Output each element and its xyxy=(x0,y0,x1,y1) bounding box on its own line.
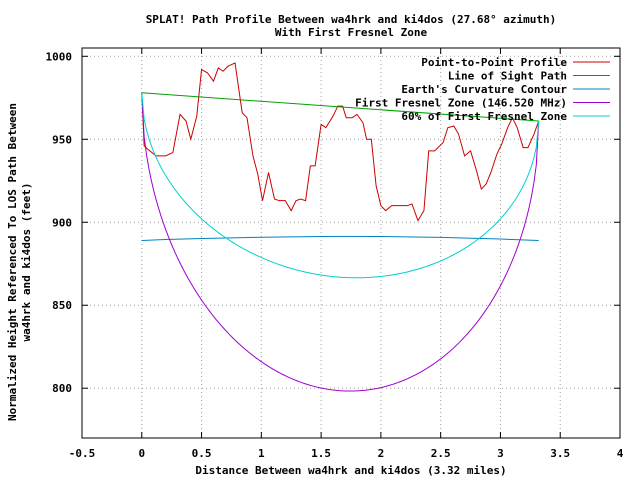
y-tick-label: 900 xyxy=(52,216,72,229)
x-tick-label: -0.5 xyxy=(69,447,96,460)
legend-label: Point-to-Point Profile xyxy=(421,56,567,69)
series-line-5 xyxy=(141,92,540,279)
x-tick-label: 1 xyxy=(258,447,265,460)
x-tick-label: 2.5 xyxy=(431,447,451,460)
series-line-4 xyxy=(141,92,540,392)
y-tick-label: 950 xyxy=(52,133,72,146)
x-tick-label: 1.5 xyxy=(311,447,331,460)
y-axis-label-line1: Normalized Height Referenced To LOS Path… xyxy=(6,103,19,421)
x-tick-label: 0 xyxy=(138,447,145,460)
y-tick-label: 1000 xyxy=(46,50,73,63)
chart-title: SPLAT! Path Profile Between wa4hrk and k… xyxy=(146,13,557,26)
x-tick-label: 2 xyxy=(378,447,385,460)
legend-label: Line of Sight Path xyxy=(448,70,567,83)
chart-subtitle: With First Fresnel Zone xyxy=(275,26,428,39)
legend-label: 60% of First Fresnel Zone xyxy=(401,110,567,123)
x-axis-label: Distance Between wa4hrk and ki4dos (3.32… xyxy=(195,464,506,477)
y-tick-label: 850 xyxy=(52,299,72,312)
x-tick-label: 3 xyxy=(497,447,504,460)
y-tick-label: 800 xyxy=(52,382,72,395)
series-line-2 xyxy=(141,92,539,122)
x-tick-label: 4 xyxy=(617,447,624,460)
x-tick-label: 0.5 xyxy=(192,447,212,460)
legend-label: Earth's Curvature Contour xyxy=(401,83,567,96)
legend-label: First Fresnel Zone (146.520 MHz) xyxy=(355,97,567,110)
plot-frame xyxy=(81,47,621,439)
x-tick-label: 3.5 xyxy=(550,447,570,460)
series-line-1 xyxy=(141,62,540,222)
series-line-3 xyxy=(141,235,539,242)
axis-ticks: -0.5 0 0.5 1 1.5 2 2.5 3 3.5 4 800 850 900 950 1000 xyxy=(46,48,624,460)
series-group xyxy=(141,62,540,392)
y-axis-label-line2: wa4hrk and ki4dos (feet) xyxy=(20,183,33,342)
